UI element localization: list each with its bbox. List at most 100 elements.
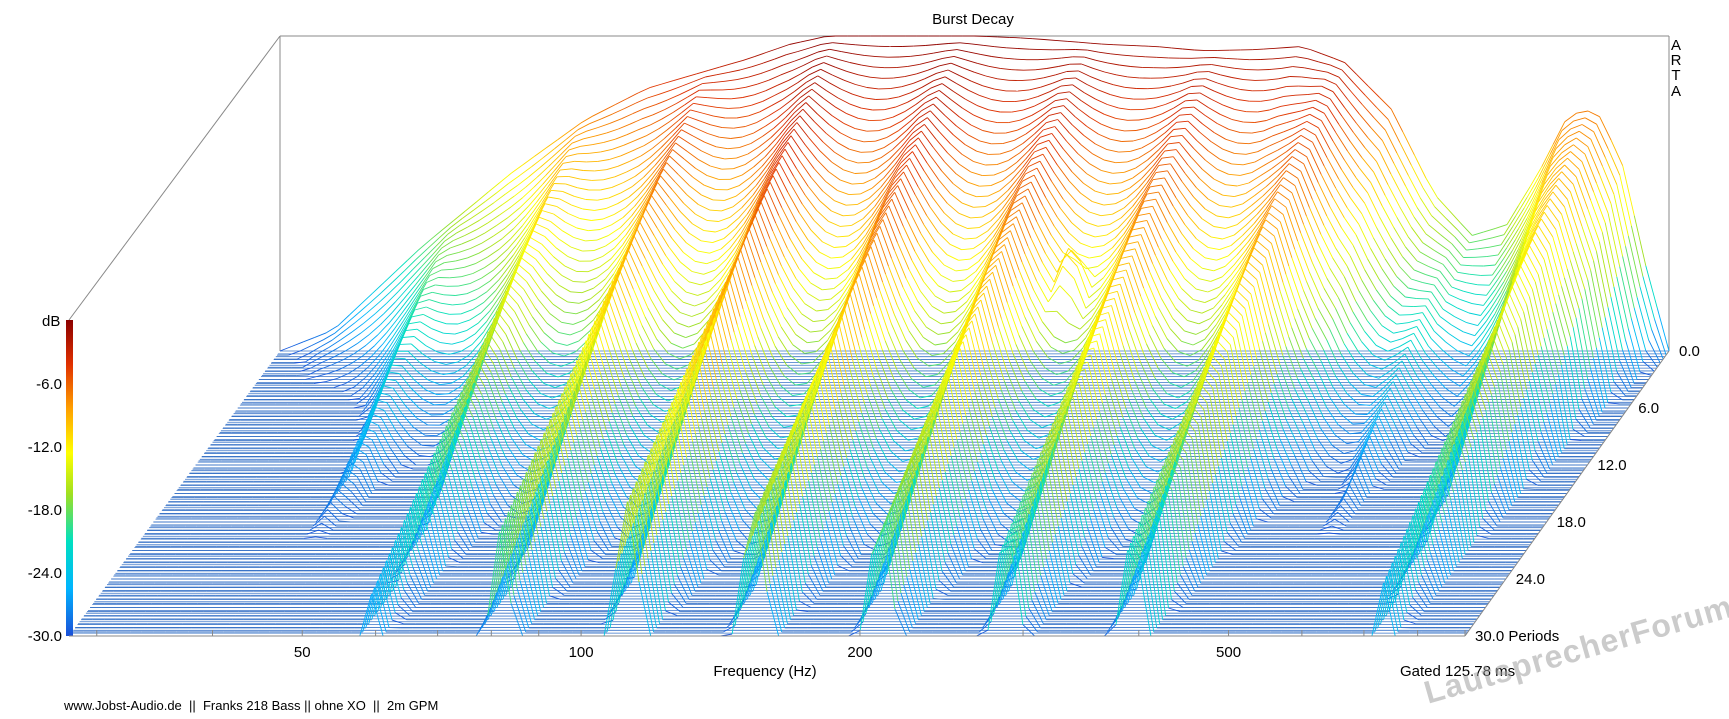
decay-slice-segment	[416, 370, 429, 381]
decay-slice-segment	[1349, 382, 1362, 395]
decay-slice-segment	[649, 147, 662, 159]
decay-slice-segment	[1079, 261, 1093, 288]
decay-slice-segment	[904, 104, 917, 113]
decay-slice-segment	[1009, 362, 1023, 391]
decay-slice-segment	[523, 250, 536, 260]
decay-slice-segment	[923, 224, 936, 243]
decay-slice-segment	[1350, 90, 1363, 105]
decay-slice-segment	[1500, 226, 1514, 246]
decay-slice-segment	[979, 95, 992, 100]
decay-slice-segment	[881, 116, 894, 121]
decay-slice-segment	[750, 136, 763, 144]
decay-slice-segment	[707, 295, 721, 334]
decay-slice-segment	[963, 313, 976, 328]
decay-slice-segment	[1198, 278, 1211, 282]
decay-slice-segment	[998, 258, 1011, 295]
decay-slice-segment	[1173, 74, 1186, 78]
decay-slice-segment	[504, 217, 517, 229]
decay-slice-segment	[461, 273, 474, 278]
decay-slice-segment	[1169, 382, 1182, 388]
decay-slice-segment	[1128, 399, 1141, 429]
decay-slice-segment	[1134, 312, 1147, 345]
decay-slice-segment	[713, 115, 726, 119]
decay-slice-segment	[1451, 369, 1464, 377]
decay-slice-segment	[1251, 195, 1264, 206]
decay-slice-segment	[661, 112, 674, 120]
decay-slice-segment	[347, 498, 361, 511]
decay-slice-segment	[899, 419, 912, 431]
decay-slice-segment	[1460, 340, 1472, 347]
decay-slice-segment	[1135, 219, 1147, 224]
decay-slice-segment	[672, 122, 685, 137]
decay-slice-segment	[1528, 469, 1542, 482]
decay-slice-segment	[1257, 109, 1270, 113]
decay-slice-segment	[1395, 374, 1409, 398]
decay-slice-segment	[1275, 85, 1287, 90]
decay-slice-segment	[970, 124, 983, 131]
decay-slice-segment	[1607, 402, 1620, 405]
decay-slice-segment	[1514, 334, 1527, 390]
decay-slice-segment	[549, 313, 562, 323]
decay-slice-segment	[751, 285, 765, 320]
decay-slice-segment	[1450, 433, 1464, 486]
decay-slice-segment	[342, 386, 355, 393]
decay-slice-segment	[296, 353, 309, 360]
decay-slice-segment	[801, 313, 814, 322]
decay-slice-segment	[1305, 480, 1318, 486]
decay-slice-segment	[1555, 184, 1568, 200]
decay-slice-segment	[1332, 318, 1345, 344]
decay-slice-segment	[621, 261, 634, 290]
decay-slice-segment	[584, 277, 597, 283]
decay-slice-segment	[917, 186, 931, 207]
decay-slice-segment	[535, 223, 548, 230]
decay-slice-segment	[1288, 408, 1301, 435]
decay-slice-segment	[886, 169, 899, 191]
decay-slice-segment	[1567, 130, 1580, 138]
decay-slice-segment	[773, 117, 787, 129]
decay-slice-segment	[786, 51, 799, 56]
decay-slice-segment	[765, 84, 778, 92]
decay-slice-segment	[1160, 358, 1173, 373]
decay-slice-segment	[647, 307, 660, 330]
decay-slice-segment	[476, 191, 489, 202]
decay-slice-segment	[1285, 418, 1298, 445]
decay-slice-segment	[853, 249, 867, 273]
decay-slice-segment	[554, 138, 567, 149]
decay-slice-segment	[1123, 248, 1136, 252]
decay-slice-segment	[606, 128, 619, 134]
decay-slice-segment	[1428, 266, 1441, 272]
decay-slice-segment	[1379, 150, 1392, 175]
decay-slice-segment	[1042, 153, 1055, 174]
decay-slice-segment	[1494, 290, 1508, 314]
decay-slice-segment	[914, 251, 927, 273]
decay-slice-segment	[1491, 394, 1504, 459]
decay-slice-segment	[1477, 246, 1490, 250]
decay-slice-segment	[992, 244, 1005, 255]
decay-slice-segment	[1639, 371, 1652, 376]
decay-slice-segment	[1172, 318, 1185, 332]
decay-slice-segment	[1413, 269, 1426, 276]
decay-slice-segment	[543, 332, 556, 343]
decay-slice-segment	[1095, 190, 1107, 195]
decay-slice-segment	[1552, 121, 1566, 145]
decay-slice-segment	[365, 364, 378, 378]
decay-slice-segment	[977, 278, 991, 292]
decay-slice-segment	[1466, 248, 1478, 251]
decay-slice-segment	[1584, 117, 1597, 125]
decay-slice-segment	[1354, 470, 1368, 498]
decay-slice-segment	[1364, 203, 1377, 228]
decay-slice-segment	[1558, 178, 1571, 193]
decay-slice-segment	[703, 269, 716, 275]
decay-slice-segment	[1448, 415, 1461, 427]
decay-slice-segment	[956, 125, 969, 136]
decay-slice-segment	[1349, 197, 1363, 215]
decay-slice-segment	[1514, 423, 1527, 480]
decay-slice-segment	[848, 193, 861, 196]
decay-slice-segment	[1279, 438, 1292, 466]
decay-slice-segment	[1170, 107, 1183, 117]
decay-slice-segment	[930, 83, 943, 89]
decay-slice-segment	[1416, 375, 1429, 394]
decay-slice-segment	[1210, 188, 1223, 196]
decay-slice-segment	[608, 192, 621, 199]
decay-slice-segment	[852, 287, 866, 330]
